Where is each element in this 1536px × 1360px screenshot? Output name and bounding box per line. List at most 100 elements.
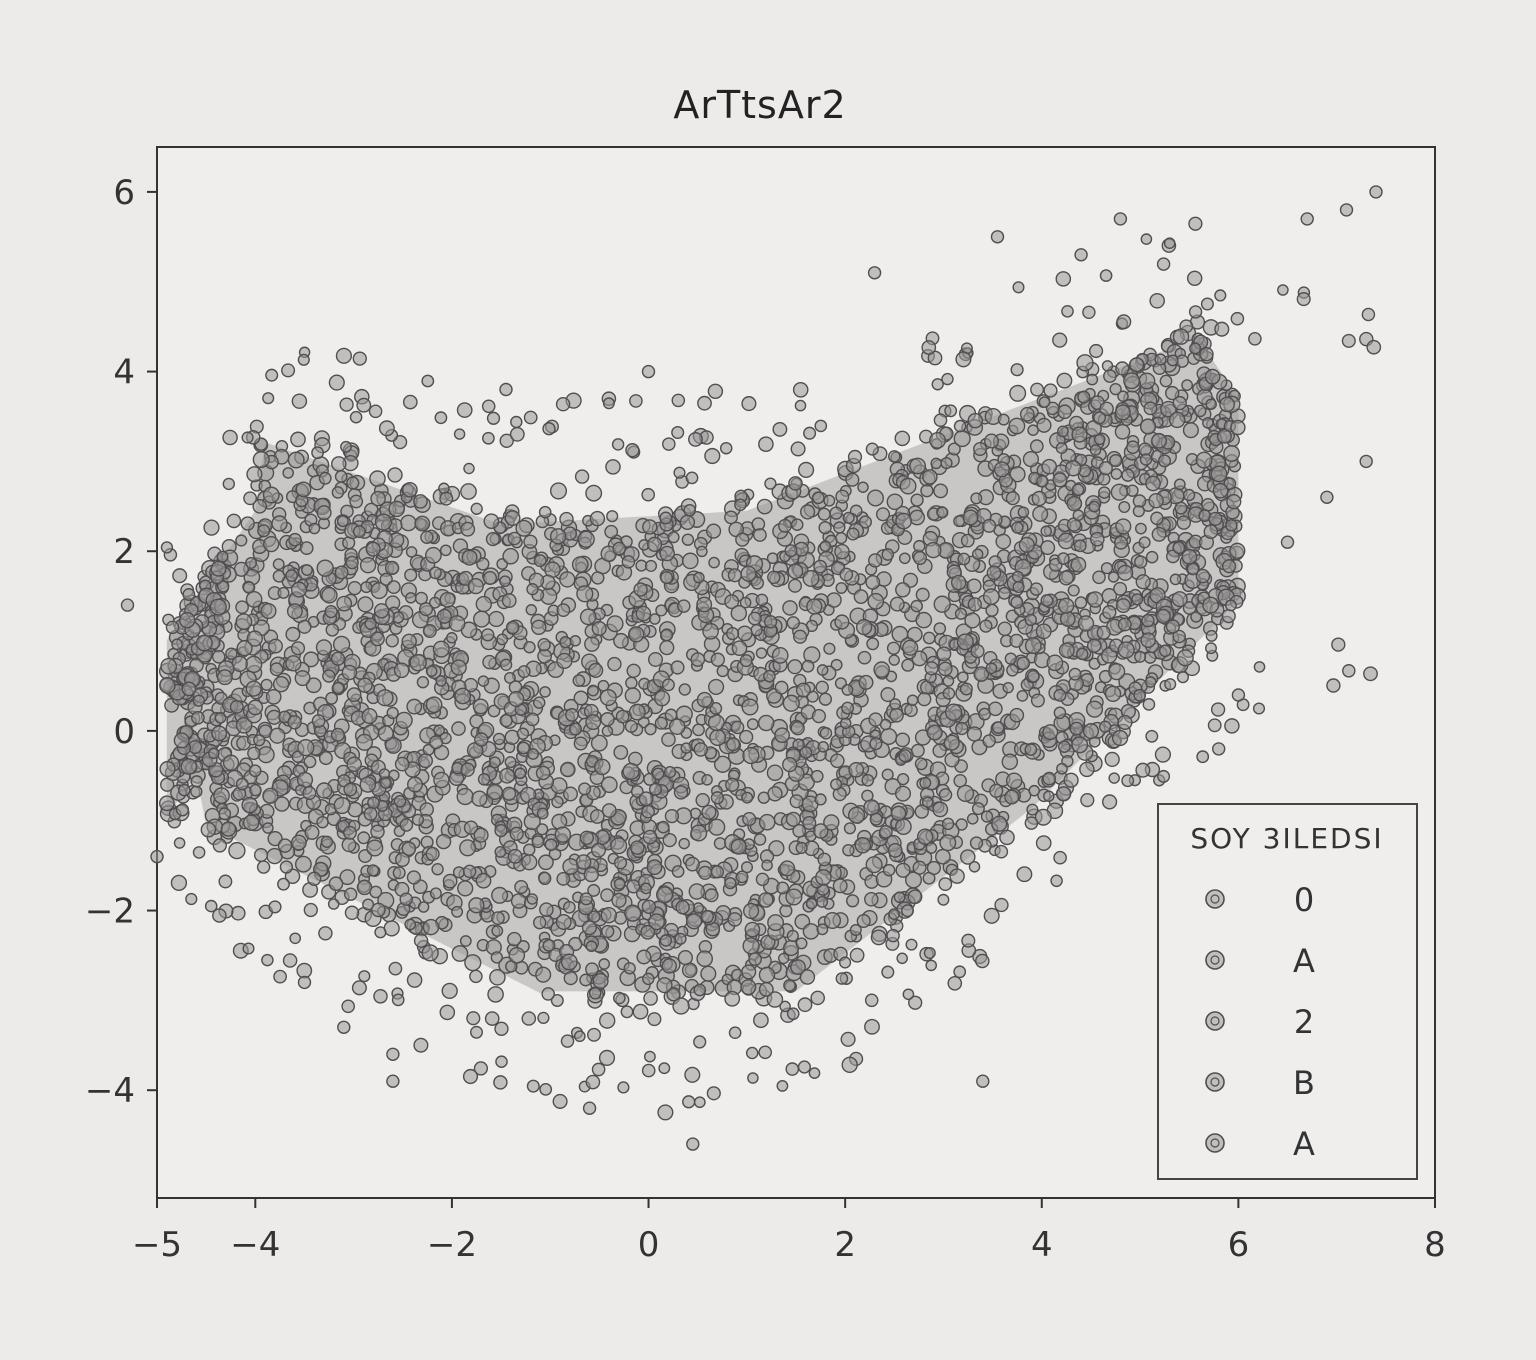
data-point — [601, 924, 615, 939]
data-point — [895, 862, 911, 878]
data-point — [235, 777, 249, 791]
data-point — [289, 932, 302, 945]
data-point — [997, 586, 1011, 600]
data-point — [880, 687, 896, 703]
data-point — [997, 621, 1013, 637]
data-point — [1012, 281, 1025, 294]
data-point — [370, 582, 388, 600]
data-point — [747, 611, 762, 626]
data-point — [395, 711, 413, 729]
data-point — [451, 945, 469, 962]
data-point — [1071, 736, 1089, 754]
data-point — [456, 787, 474, 806]
data-point — [819, 727, 833, 740]
data-point — [661, 958, 677, 974]
data-point — [247, 746, 261, 761]
data-point — [1113, 212, 1128, 226]
data-point — [1326, 678, 1341, 693]
data-point — [510, 415, 523, 429]
data-point — [1225, 519, 1238, 532]
data-point — [1182, 422, 1199, 439]
data-point — [985, 603, 999, 617]
data-point — [159, 795, 175, 812]
data-point — [949, 868, 965, 884]
data-point — [487, 704, 501, 718]
data-point — [315, 782, 333, 799]
data-point — [1224, 718, 1240, 734]
data-point — [724, 510, 738, 525]
data-point — [527, 748, 540, 760]
data-point — [422, 623, 437, 639]
data-point — [1205, 642, 1217, 655]
data-point — [843, 822, 856, 835]
data-point — [235, 534, 248, 547]
data-point — [1075, 647, 1089, 661]
data-point — [966, 726, 983, 742]
data-point — [601, 803, 617, 818]
data-point — [322, 669, 336, 683]
data-point — [910, 743, 925, 758]
data-point — [823, 814, 840, 831]
data-point — [583, 866, 600, 883]
data-point — [818, 692, 833, 706]
data-point — [647, 651, 664, 668]
data-point — [1226, 494, 1242, 510]
data-point — [294, 670, 311, 687]
data-point — [898, 749, 912, 763]
data-point — [1088, 500, 1101, 513]
data-point — [585, 484, 603, 502]
data-point — [832, 878, 848, 894]
x-tick-label: 2 — [834, 1225, 856, 1265]
data-point — [893, 891, 906, 904]
data-point — [919, 776, 932, 789]
data-point — [1135, 522, 1147, 535]
data-point — [1110, 483, 1128, 501]
data-point — [641, 1063, 656, 1078]
data-point — [384, 736, 402, 754]
data-point — [549, 528, 567, 545]
data-point — [482, 570, 498, 586]
data-point — [626, 879, 641, 894]
data-point — [613, 632, 629, 649]
data-point — [625, 443, 640, 458]
data-point — [1145, 729, 1159, 743]
data-point — [503, 671, 516, 684]
data-point — [758, 892, 774, 908]
data-point — [886, 641, 901, 656]
data-point — [401, 633, 417, 650]
data-point — [560, 1034, 575, 1048]
legend-marker — [1205, 1011, 1225, 1031]
data-point — [1135, 762, 1151, 778]
data-point — [212, 838, 227, 853]
data-point — [311, 446, 325, 460]
data-point — [439, 544, 452, 557]
data-point — [1181, 548, 1198, 565]
data-point — [1035, 835, 1052, 851]
data-point — [457, 880, 474, 897]
data-point — [1150, 511, 1164, 526]
data-point — [269, 662, 284, 677]
data-point — [160, 541, 174, 554]
data-point — [1154, 353, 1167, 366]
data-point — [779, 1000, 791, 1013]
data-point — [584, 636, 600, 652]
data-point — [956, 784, 975, 803]
data-point — [257, 746, 275, 764]
data-point — [835, 972, 849, 985]
data-point — [707, 714, 725, 732]
data-point — [1214, 321, 1230, 337]
data-point — [969, 836, 984, 850]
data-point — [1102, 605, 1117, 620]
data-point — [362, 898, 375, 911]
data-point — [1231, 688, 1246, 702]
data-point — [182, 588, 196, 601]
data-point — [1172, 541, 1186, 555]
data-point — [793, 629, 808, 644]
data-point — [1055, 271, 1072, 287]
legend-marker-inner — [1210, 1138, 1220, 1148]
data-point — [739, 729, 754, 745]
data-point — [571, 556, 589, 573]
data-point — [579, 830, 595, 846]
data-point — [1230, 419, 1246, 436]
data-point — [435, 675, 447, 687]
